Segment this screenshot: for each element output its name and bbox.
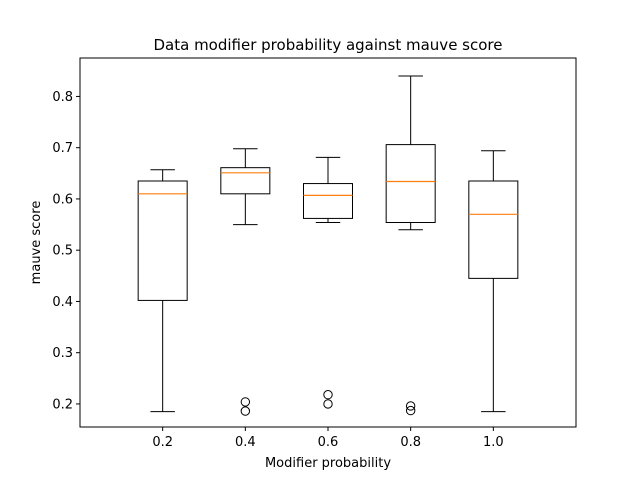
iqr-box	[220, 167, 271, 195]
outlier-point	[240, 406, 251, 416]
box-series	[137, 75, 519, 416]
iqr-box	[137, 180, 188, 301]
x-axis-title: Modifier probability	[265, 456, 391, 471]
outlier-point	[323, 390, 333, 400]
x-tick-label: 0.6	[318, 435, 339, 450]
y-tick-label: 0.2	[52, 397, 73, 412]
y-axis-title: mauve score	[29, 201, 44, 285]
box-0.6	[303, 156, 353, 409]
outlier-point	[240, 397, 251, 407]
y-tick-label: 0.8	[52, 90, 73, 105]
x-tick-label: 0.2	[152, 435, 173, 450]
y-axis: 0.2 0.3 0.4 0.5 0.6 0.7 0.8	[52, 90, 80, 412]
iqr-box	[385, 144, 436, 224]
x-axis: 0.2 0.4 0.6 0.8 1.0	[152, 427, 504, 450]
x-tick-label: 0.4	[235, 435, 256, 450]
outlier-point	[405, 405, 416, 416]
y-tick-label: 0.6	[52, 192, 73, 207]
box-1.0	[468, 150, 519, 413]
box-0.4	[220, 148, 271, 416]
outlier-point	[323, 399, 333, 409]
plot-area-frame	[79, 57, 577, 428]
chart-title: Data modifier probability against mauve …	[153, 36, 502, 54]
y-tick-label: 0.4	[52, 295, 73, 310]
x-tick-label: 1.0	[483, 435, 504, 450]
y-tick-label: 0.7	[52, 141, 73, 156]
y-tick-label: 0.5	[52, 244, 73, 259]
outlier-point	[405, 401, 416, 411]
x-tick-label: 0.8	[400, 435, 421, 450]
iqr-box	[303, 183, 353, 219]
iqr-box	[468, 180, 519, 279]
box-0.8	[385, 75, 436, 416]
box-0.2	[137, 169, 188, 413]
y-tick-label: 0.3	[52, 346, 73, 361]
